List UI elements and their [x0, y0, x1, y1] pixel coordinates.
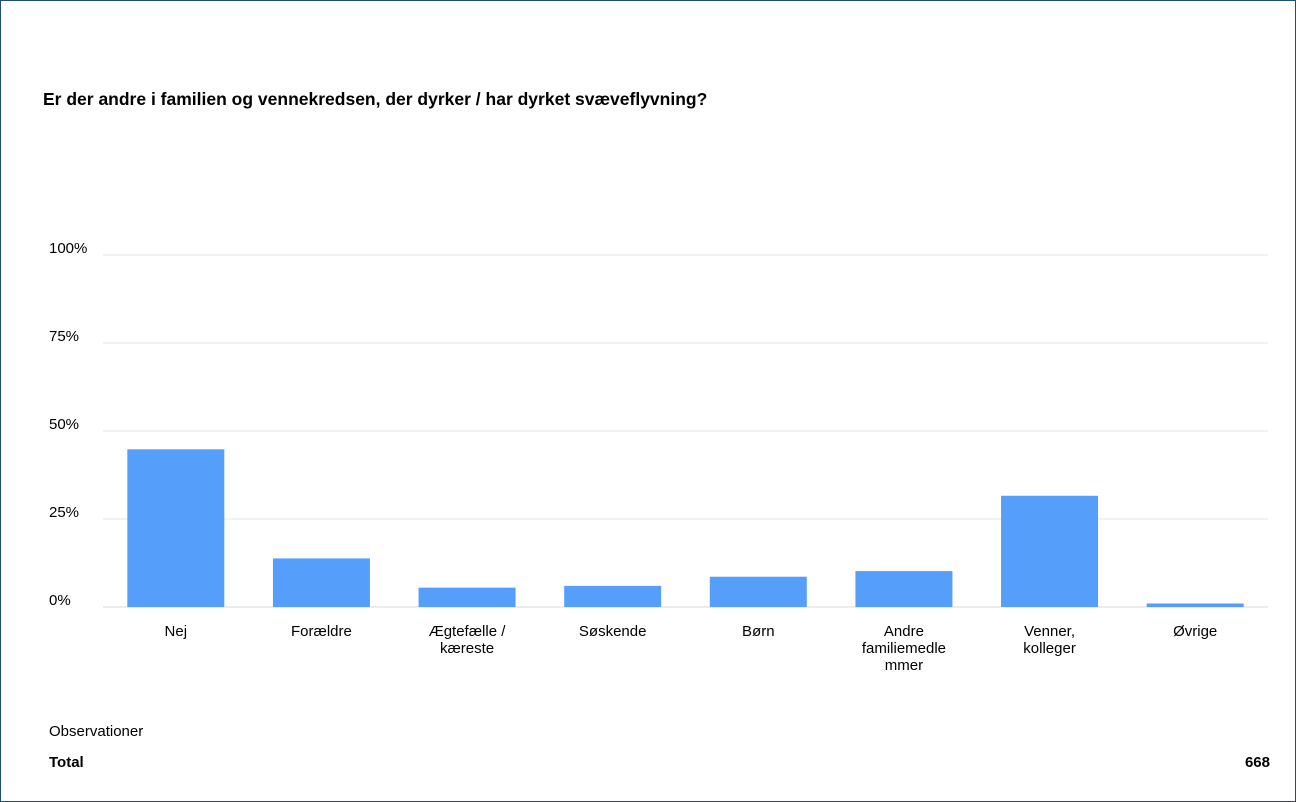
bar [418, 587, 516, 607]
y-tick-label: 75% [49, 328, 79, 345]
x-tick-label: Andre familiemedle mmer [862, 623, 946, 674]
y-axis-ticks: 0% 25% 50% 75% 100% [49, 240, 87, 609]
bar [855, 571, 953, 607]
x-axis-ticks: Nej Forældre Ægtefælle / kæreste Søskende Bør… [165, 623, 1218, 674]
observations-label: Observationer [49, 723, 144, 740]
chart-title: Er der andre i familien og vennekredsen,… [43, 89, 708, 109]
bars [127, 449, 1244, 607]
y-tick-label: 100% [49, 240, 87, 257]
bar [272, 558, 370, 607]
bar [127, 449, 225, 607]
total-label: Total [49, 754, 84, 771]
y-tick-label: 0% [49, 592, 71, 609]
x-tick-label: Ægtefælle / kæreste [429, 623, 507, 657]
x-tick-label: Øvrige [1173, 623, 1217, 640]
bar [1146, 603, 1244, 607]
bar-chart: 0% 25% 50% 75% 100% Nej Forældre Ægtefælle / kæ… [49, 240, 1268, 674]
bar [1001, 495, 1099, 607]
y-tick-label: 50% [49, 416, 79, 433]
x-tick-label: Venner, kolleger [1023, 623, 1076, 657]
y-tick-label: 25% [49, 504, 79, 521]
bar [564, 585, 662, 607]
x-tick-label: Nej [165, 623, 188, 640]
bar [709, 576, 807, 607]
total-value: 668 [1244, 754, 1270, 771]
x-tick-label: Børn [742, 623, 775, 640]
x-tick-label: Forældre [291, 623, 352, 640]
x-tick-label: Søskende [579, 623, 647, 640]
